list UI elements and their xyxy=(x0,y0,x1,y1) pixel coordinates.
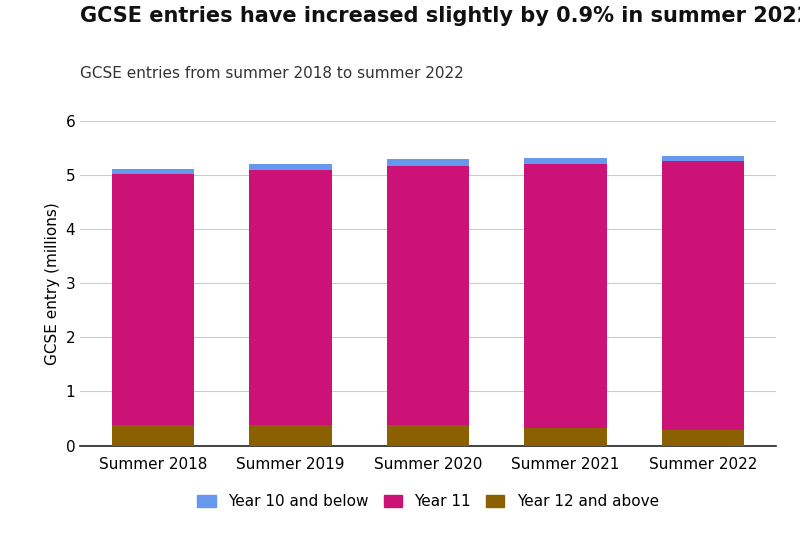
Bar xyxy=(662,156,744,161)
Bar xyxy=(524,428,607,446)
Bar xyxy=(112,174,194,426)
Bar xyxy=(112,169,194,174)
Y-axis label: GCSE entry (millions): GCSE entry (millions) xyxy=(45,202,60,365)
Bar xyxy=(249,425,332,446)
Text: GCSE entries have increased slightly by 0.9% in summer 2022: GCSE entries have increased slightly by … xyxy=(80,6,800,25)
Bar xyxy=(249,170,332,425)
Text: GCSE entries from summer 2018 to summer 2022: GCSE entries from summer 2018 to summer … xyxy=(80,66,464,81)
Bar xyxy=(662,161,744,430)
Bar xyxy=(386,166,470,425)
Bar xyxy=(524,164,607,428)
Bar xyxy=(249,164,332,170)
Bar xyxy=(662,430,744,446)
Bar xyxy=(386,159,470,166)
Bar xyxy=(386,425,470,446)
Bar xyxy=(524,158,607,164)
Legend: Year 10 and below, Year 11, Year 12 and above: Year 10 and below, Year 11, Year 12 and … xyxy=(198,494,658,509)
Bar xyxy=(112,426,194,446)
